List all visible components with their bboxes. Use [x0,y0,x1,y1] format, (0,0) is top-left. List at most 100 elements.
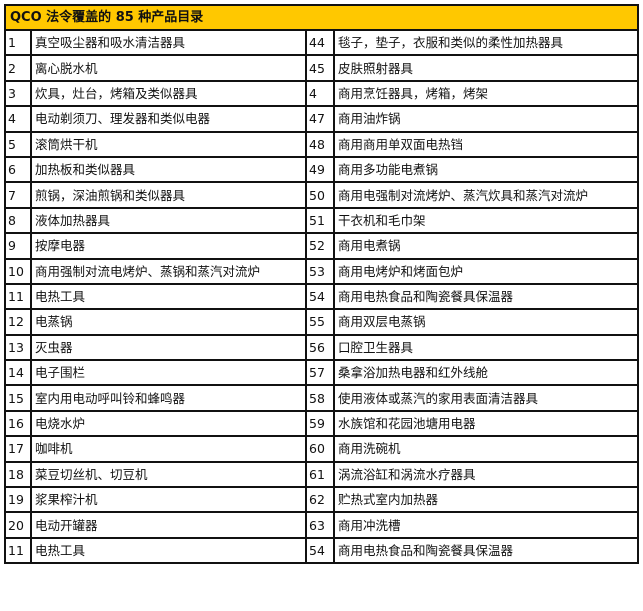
right-item-number: 59 [305,409,335,438]
table-row: 8 液体加热器具 51 干衣机和毛巾架 [4,206,639,235]
left-item-name: 电动剃须刀、理发器和类似电器 [30,105,307,133]
table-row: 15 室内用电动呼叫铃和蜂鸣器 58 使用液体或蒸汽的家用表面清洁器具 [4,384,639,412]
left-item-number: 12 [4,308,32,336]
table-row: 18 菜豆切丝机、切豆机 61 涡流浴缸和涡流水疗器具 [4,460,639,489]
left-item-name: 电蒸锅 [30,308,307,336]
right-item-name: 毯子，垫子，衣服和类似的柔性加热器具 [333,28,639,57]
right-item-number: 54 [305,536,335,565]
left-item-name: 煎锅，深油煎锅和类似器具 [30,181,307,209]
right-item-name: 桑拿浴加热电器和红外线舱 [333,359,639,387]
right-item-number: 50 [305,181,335,209]
left-item-number: 2 [4,54,32,82]
right-item-number: 63 [305,511,335,539]
right-item-name: 商用洗碗机 [333,435,639,463]
table-row: 5 滚筒烘干机 48 商用商用单双面电热铛 [4,130,639,158]
table-row: 16 电烧水炉 59 水族馆和花园池塘用电器 [4,409,639,438]
left-item-number: 20 [4,511,32,539]
right-item-number: 58 [305,384,335,412]
right-item-name: 商用多功能电煮锅 [333,155,639,184]
left-item-name: 按摩电器 [30,232,307,260]
table-row: 2 离心脱水机 45 皮肤照射器具 [4,54,639,82]
table-row: 11 电热工具 54 商用电热食品和陶瓷餐具保温器 [4,536,639,565]
left-item-name: 液体加热器具 [30,206,307,235]
left-item-number: 13 [4,333,32,362]
left-item-name: 炊具，灶台，烤箱及类似器具 [30,79,307,108]
right-item-name: 商用电热食品和陶瓷餐具保温器 [333,282,639,311]
right-item-number: 54 [305,282,335,311]
left-item-name: 滚筒烘干机 [30,130,307,158]
table-row: 13 灭虫器 56 口腔卫生器具 [4,333,639,362]
table-row: 6 加热板和类似器具 49 商用多功能电煮锅 [4,155,639,184]
left-item-name: 咖啡机 [30,435,307,463]
right-item-name: 商用冲洗槽 [333,511,639,539]
left-item-name: 电动开罐器 [30,511,307,539]
right-item-name: 商用烹饪器具，烤箱，烤架 [333,79,639,108]
right-item-number: 60 [305,435,335,463]
right-item-name: 商用双层电蒸锅 [333,308,639,336]
left-item-name: 电热工具 [30,536,307,565]
right-item-number: 62 [305,486,335,514]
table-row: 11 电热工具 54 商用电热食品和陶瓷餐具保温器 [4,282,639,311]
left-item-name: 加热板和类似器具 [30,155,307,184]
left-item-number: 7 [4,181,32,209]
table-row: 20 电动开罐器 63 商用冲洗槽 [4,511,639,539]
left-item-name: 电烧水炉 [30,409,307,438]
left-item-number: 10 [4,257,32,285]
left-item-number: 1 [4,28,32,57]
right-item-name: 贮热式室内加热器 [333,486,639,514]
left-item-name: 灭虫器 [30,333,307,362]
right-item-number: 51 [305,206,335,235]
left-item-name: 室内用电动呼叫铃和蜂鸣器 [30,384,307,412]
table-title: QCO 法令覆盖的 85 种产品目录 [4,4,639,31]
left-item-number: 15 [4,384,32,412]
right-item-name: 商用商用单双面电热铛 [333,130,639,158]
table-row: 4 电动剃须刀、理发器和类似电器 47 商用油炸锅 [4,105,639,133]
left-item-number: 18 [4,460,32,489]
table-row: 12 电蒸锅 55 商用双层电蒸锅 [4,308,639,336]
left-item-name: 菜豆切丝机、切豆机 [30,460,307,489]
left-item-number: 3 [4,79,32,108]
right-item-name: 商用电煮锅 [333,232,639,260]
table-row: 19 浆果榨汁机 62 贮热式室内加热器 [4,486,639,514]
right-item-number: 53 [305,257,335,285]
right-item-number: 4 [305,79,335,108]
table-row: 7 煎锅，深油煎锅和类似器具 50 商用电强制对流烤炉、蒸汽炊具和蒸汽对流炉 [4,181,639,209]
left-item-name: 电热工具 [30,282,307,311]
left-item-number: 17 [4,435,32,463]
table-row: 14 电子围栏 57 桑拿浴加热电器和红外线舱 [4,359,639,387]
right-item-number: 47 [305,105,335,133]
right-item-number: 48 [305,130,335,158]
left-item-number: 14 [4,359,32,387]
right-item-number: 44 [305,28,335,57]
right-item-name: 干衣机和毛巾架 [333,206,639,235]
left-item-number: 4 [4,105,32,133]
right-item-number: 49 [305,155,335,184]
right-item-number: 57 [305,359,335,387]
left-item-number: 19 [4,486,32,514]
right-item-number: 56 [305,333,335,362]
left-item-name: 真空吸尘器和吸水清洁器具 [30,28,307,57]
left-item-number: 8 [4,206,32,235]
left-item-number: 16 [4,409,32,438]
right-item-number: 55 [305,308,335,336]
table-row: 9 按摩电器 52 商用电煮锅 [4,232,639,260]
right-item-name: 水族馆和花园池塘用电器 [333,409,639,438]
left-item-number: 11 [4,536,32,565]
table-row: 10 商用强制对流电烤炉、蒸锅和蒸汽对流炉 53 商用电烤炉和烤面包炉 [4,257,639,285]
left-item-name: 电子围栏 [30,359,307,387]
right-item-name: 口腔卫生器具 [333,333,639,362]
table-header-row: QCO 法令覆盖的 85 种产品目录 [4,4,639,31]
left-item-number: 9 [4,232,32,260]
left-item-name: 浆果榨汁机 [30,486,307,514]
left-item-name: 商用强制对流电烤炉、蒸锅和蒸汽对流炉 [30,257,307,285]
product-catalog-table: QCO 法令覆盖的 85 种产品目录 1 真空吸尘器和吸水清洁器具 44 毯子，垫子，… [4,4,639,565]
table-row: 17 咖啡机 60 商用洗碗机 [4,435,639,463]
table-row: 3 炊具，灶台，烤箱及类似器具 4 商用烹饪器具，烤箱，烤架 [4,79,639,108]
right-item-number: 52 [305,232,335,260]
right-item-name: 商用电热食品和陶瓷餐具保温器 [333,536,639,565]
left-item-name: 离心脱水机 [30,54,307,82]
left-item-number: 6 [4,155,32,184]
left-item-number: 5 [4,130,32,158]
right-item-name: 商用电烤炉和烤面包炉 [333,257,639,285]
left-item-number: 11 [4,282,32,311]
